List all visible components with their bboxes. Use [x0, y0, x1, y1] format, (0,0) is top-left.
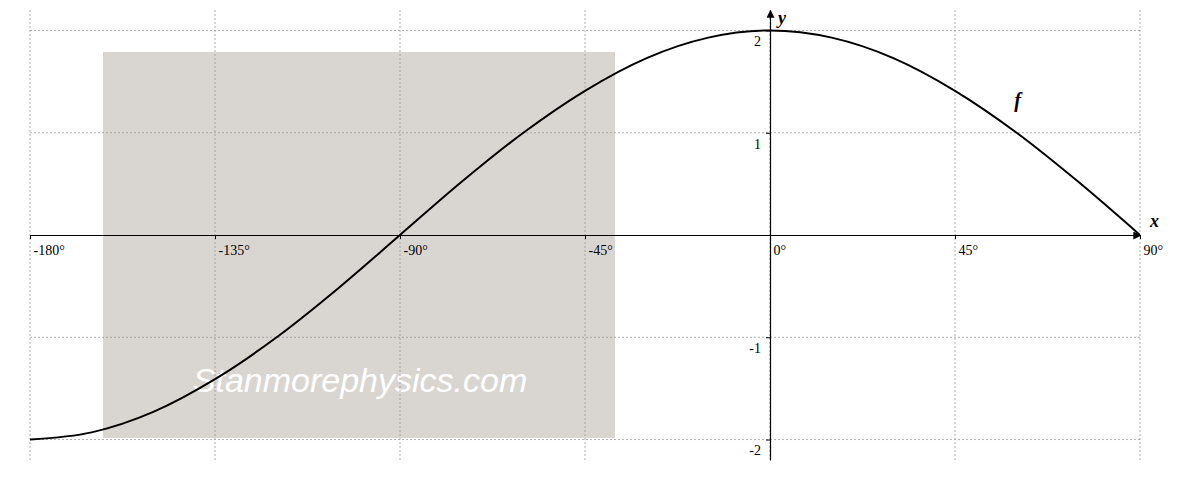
y-tick: -2: [749, 440, 770, 458]
x-tick: 45°: [956, 235, 979, 258]
background-photo: [103, 52, 615, 438]
watermark: Stanmorephysics.com: [193, 361, 527, 399]
plot-area: [30, 30, 1140, 439]
x-axis: -180° -135° -90° -45° 0° 45° 90°: [31, 235, 1164, 258]
x-tick-label: -135°: [219, 243, 250, 258]
grid-line: [30, 337, 1140, 338]
y-tick-mark: [766, 440, 770, 441]
x-tick: -90°: [401, 235, 428, 258]
y-tick-label: -2: [749, 443, 761, 458]
grid-line: [30, 132, 1140, 133]
y-axis-title: y: [776, 8, 787, 28]
grid: [30, 10, 1140, 460]
y-tick: -1: [749, 338, 770, 356]
x-tick: 0°: [771, 235, 787, 258]
x-tick-label: 45°: [959, 243, 979, 258]
y-tick-mark: [766, 133, 770, 134]
curve: [30, 30, 1140, 439]
x-tick: -135°: [216, 235, 250, 258]
y-tick: 2: [754, 31, 770, 49]
x-tick-mark: [215, 235, 216, 239]
y-tick: 1: [754, 133, 770, 151]
x-tick-label: 90°: [1144, 243, 1164, 258]
x-tick: 90°: [1141, 235, 1164, 258]
y-tick-label: 2: [754, 34, 761, 49]
x-axis-title: x: [1149, 211, 1159, 231]
y-tick-mark: [766, 337, 770, 338]
x-tick-mark: [955, 235, 956, 239]
x-tick-label: -90°: [404, 243, 428, 258]
y-axis: -2 -1 1 2: [749, 11, 770, 461]
grid-line: [30, 30, 1140, 31]
y-tick-label: 1: [754, 137, 761, 152]
grid-line: [30, 439, 1140, 440]
x-tick-label: -180°: [34, 243, 65, 258]
x-tick: -180°: [31, 235, 65, 258]
grid-line: [30, 10, 31, 460]
x-tick-label: 0°: [774, 243, 787, 258]
x-tick-label: -45°: [589, 243, 613, 258]
x-tick: -45°: [586, 235, 613, 258]
x-tick-mark: [585, 235, 586, 239]
chart: Stanmorephysics.com -180° -135° -90° -45° 0° 4…: [0, 0, 1187, 479]
y-tick-label: -1: [749, 341, 761, 356]
y-axis-line: [770, 11, 771, 461]
series-label: f: [1014, 89, 1023, 112]
x-tick-mark: [1140, 235, 1141, 239]
x-tick-mark: [30, 235, 31, 239]
